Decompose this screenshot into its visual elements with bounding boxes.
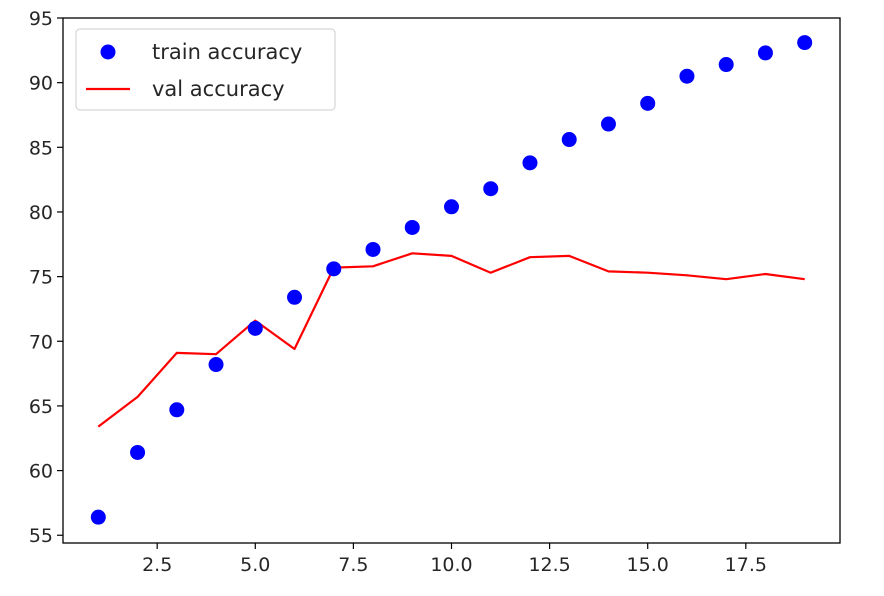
train-accuracy-point (640, 95, 656, 111)
legend-marker-train (100, 44, 116, 60)
train-accuracy-point (600, 116, 616, 132)
x-tick-label: 5.0 (240, 554, 270, 576)
x-tick-label: 2.5 (142, 554, 172, 576)
train-accuracy-point (522, 155, 538, 171)
y-tick-label: 75 (29, 267, 53, 289)
legend-label: train accuracy (152, 40, 302, 64)
legend-box (75, 28, 336, 111)
train-accuracy-point (130, 444, 146, 460)
val-accuracy-line (97, 252, 805, 428)
x-tick-label: 12.5 (528, 554, 570, 576)
train-accuracy-point (326, 261, 342, 277)
train-accuracy-point (247, 320, 263, 336)
x-tick-labels: 2.5 5.0 7.5 10.0 12.5 15.0 17.5 (142, 554, 767, 576)
train-accuracy-point (757, 45, 773, 61)
train-accuracy-point (718, 57, 734, 73)
y-tick-label: 95 (29, 8, 53, 30)
y-tick-label: 90 (29, 73, 53, 95)
plot-area (90, 35, 813, 525)
x-tick-label: 10.0 (430, 554, 472, 576)
y-tick-label: 80 (29, 202, 53, 224)
y-tick-label: 65 (29, 396, 53, 418)
train-accuracy-point (287, 289, 303, 305)
y-tick-label: 60 (29, 461, 53, 483)
train-accuracy-point (404, 219, 420, 235)
legend-label: val accuracy (152, 77, 285, 101)
train-accuracy-point (169, 402, 185, 418)
train-accuracy-point (90, 509, 106, 525)
train-accuracy-point (365, 241, 381, 257)
x-tick-label: 17.5 (725, 554, 767, 576)
train-accuracy-point (679, 68, 695, 84)
train-accuracy-point (797, 35, 813, 51)
legend: train accuracy val accuracy (75, 28, 336, 111)
axis-ticks (57, 17, 747, 549)
x-tick-label: 15.0 (627, 554, 669, 576)
y-tick-label: 85 (29, 137, 53, 159)
axes-frame (62, 17, 841, 544)
train-accuracy-point (561, 132, 577, 148)
y-tick-label: 70 (29, 331, 53, 353)
train-accuracy-point (444, 199, 459, 215)
x-tick-label: 7.5 (338, 554, 368, 576)
y-tick-labels: 55 60 65 70 75 80 85 90 95 (29, 8, 53, 547)
train-accuracy-point (483, 181, 499, 197)
train-accuracy-point (208, 357, 224, 373)
y-tick-label: 55 (29, 525, 53, 547)
